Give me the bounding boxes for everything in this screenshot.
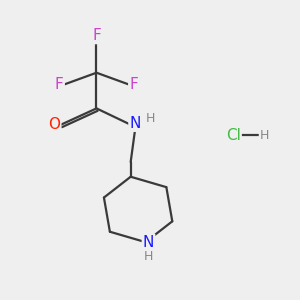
Text: O: O	[48, 117, 60, 132]
Text: H: H	[145, 112, 155, 125]
Text: F: F	[92, 28, 101, 43]
Text: F: F	[55, 77, 64, 92]
Text: H: H	[260, 129, 269, 142]
Text: N: N	[130, 116, 141, 131]
Text: F: F	[129, 77, 138, 92]
Text: Cl: Cl	[226, 128, 241, 142]
Text: N: N	[143, 235, 154, 250]
Text: H: H	[144, 250, 153, 263]
